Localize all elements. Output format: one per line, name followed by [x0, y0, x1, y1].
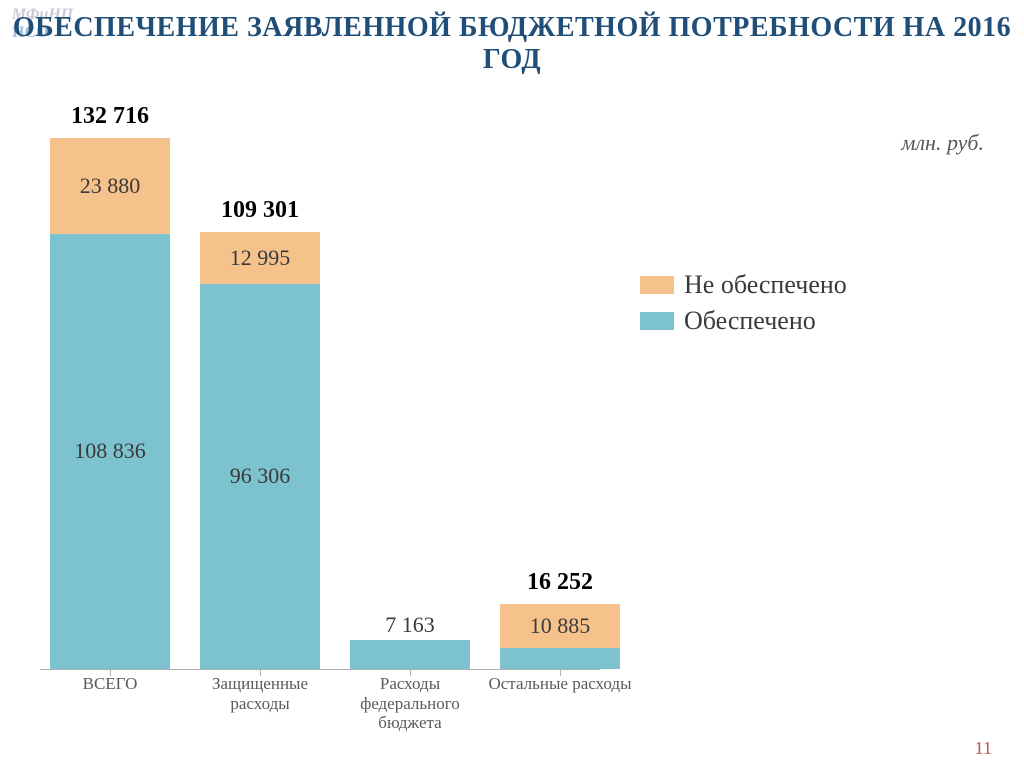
budget-chart: 108 836 23 880 132 716 96 306 12 995 109 301 7…	[40, 100, 600, 720]
x-tick-label: ВСЕГО	[35, 674, 185, 694]
bar-segment-secured: 5 367	[500, 648, 620, 669]
legend-item: Не обеспечено	[640, 270, 847, 300]
segment-value-label: 23 880	[80, 173, 141, 199]
bar-segment-not-secured: 23 880	[50, 138, 170, 234]
bar-segment-not-secured: 12 995	[200, 232, 320, 284]
chart-legend: Не обеспечено Обеспечено	[640, 270, 847, 342]
bar-segment-secured: 108 836	[50, 234, 170, 669]
legend-swatch	[640, 312, 674, 330]
segment-value-label: 7 163	[350, 612, 470, 638]
plot-area: 108 83623 880132 71696 30612 995109 3017…	[40, 109, 600, 670]
page-number: 11	[975, 738, 992, 759]
bar-total-label: 132 716	[50, 103, 170, 130]
x-tick-label: Защищенные расходы	[185, 674, 335, 713]
segment-value-label: 12 995	[230, 245, 291, 271]
bar-total-label: 109 301	[200, 197, 320, 224]
legend-label: Обеспечено	[684, 306, 816, 336]
bar-total-label: 16 252	[500, 569, 620, 596]
bar-segment-secured: 96 306	[200, 284, 320, 669]
bar-segment-not-secured: 10 885	[500, 604, 620, 648]
legend-label: Не обеспечено	[684, 270, 847, 300]
segment-value-label: 108 836	[74, 438, 146, 464]
x-tick-label: Остальные расходы	[485, 674, 635, 694]
legend-swatch	[640, 276, 674, 294]
segment-value-label: 10 885	[530, 613, 591, 639]
x-axis: ВСЕГОЗащищенные расходыРасходы федеральн…	[40, 670, 600, 720]
segment-value-label: 96 306	[230, 463, 291, 489]
page-title: ОБЕСПЕЧЕНИЕ ЗАЯВЛЕННОЙ БЮДЖЕТНОЙ ПОТРЕБН…	[0, 12, 1024, 76]
unit-label: млн. руб.	[901, 130, 984, 156]
x-tick-label: Расходы федерального бюджета	[335, 674, 485, 733]
bar-segment-secured: 7 163	[350, 640, 470, 669]
legend-item: Обеспечено	[640, 306, 847, 336]
